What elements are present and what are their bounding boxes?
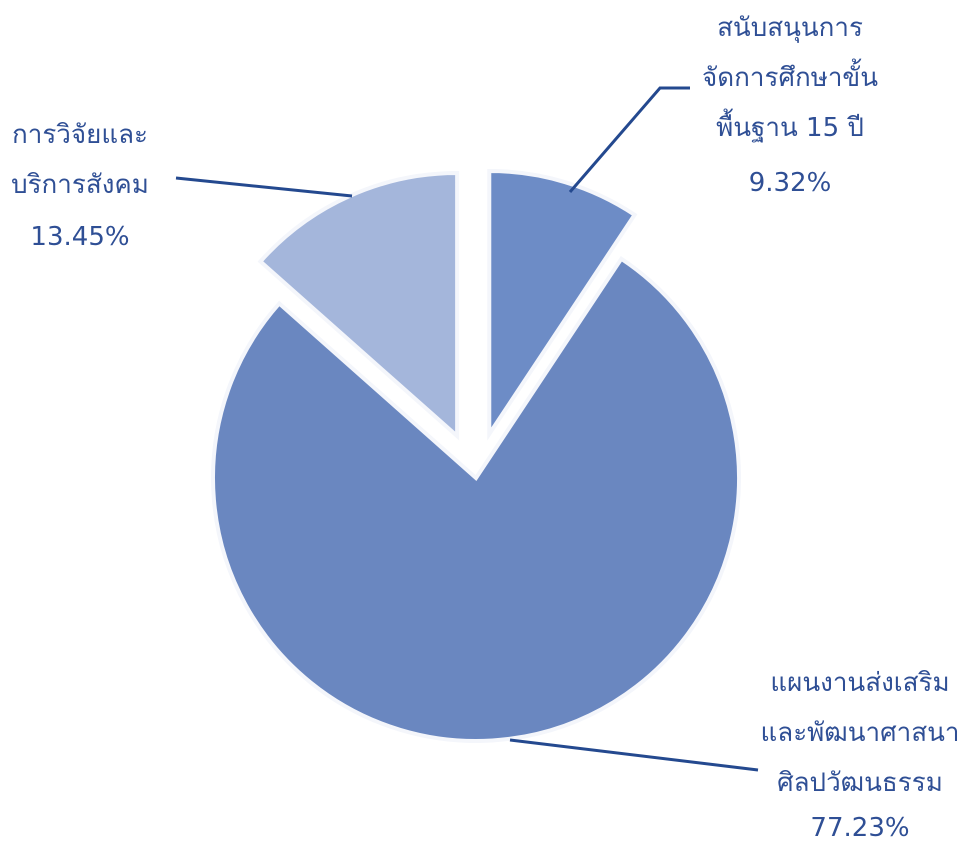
pie-slice — [487, 168, 638, 441]
slice-value-label: 9.32% — [748, 168, 832, 198]
slice-value-label: 13.45% — [30, 222, 130, 252]
slice-label: สนับสนุนการ จัดการศึกษาขั้น พื้นฐาน 15 ป… — [702, 13, 878, 143]
pie-slice — [211, 256, 741, 743]
leader-line — [568, 86, 690, 193]
leader-line — [509, 738, 759, 772]
leader-line — [175, 176, 353, 198]
slice-label: การวิจัยและ บริการสังคม — [11, 120, 149, 200]
slice-label: แผนงานส่งเสริม และพัฒนาศาสนา ศิลปวัฒนธรร… — [760, 668, 960, 798]
slice-value-label: 77.23% — [810, 813, 910, 843]
